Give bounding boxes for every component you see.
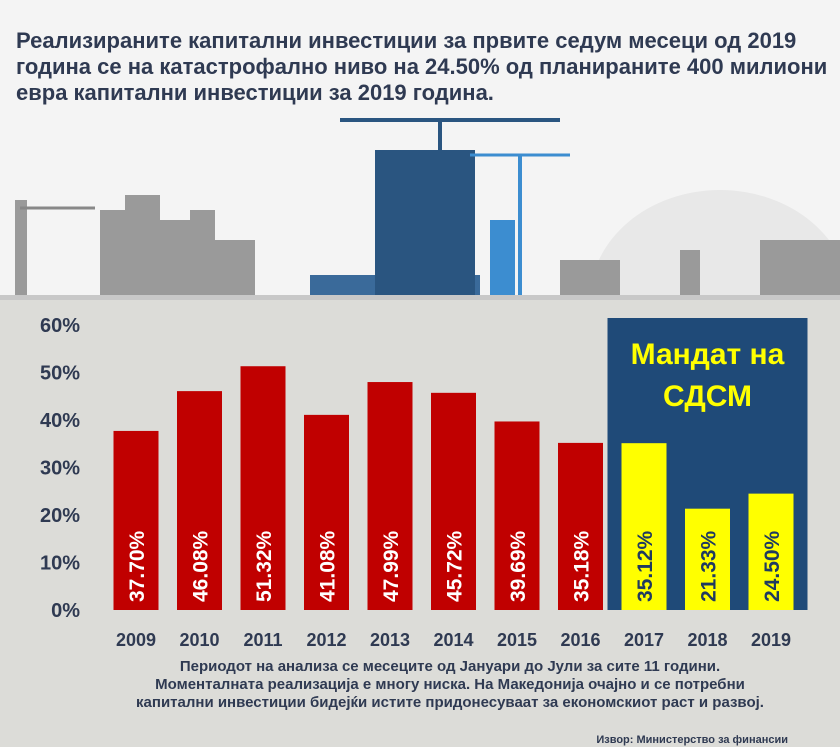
data-label: 35.18% (571, 530, 594, 602)
bar-chart: Мандат на СДСМ 0% 10% 20% 30% 40% 50% 60% 37.70% 2… (40, 315, 808, 650)
y-tick-label: 10% (40, 553, 80, 575)
x-tick-label: 2012 (306, 630, 346, 650)
footnote-line: Периодот на анализа се месеците од Јануа… (179, 658, 721, 675)
y-tick-label: 40% (40, 410, 80, 432)
data-label: 51.32% (253, 530, 276, 602)
y-tick-label: 60% (40, 315, 80, 337)
highlight-label: Мандат на (631, 338, 785, 371)
data-label: 47.99% (380, 530, 403, 602)
x-tick-label: 2018 (687, 630, 727, 650)
data-label: 39.69% (507, 530, 530, 602)
bar-2009 (113, 430, 159, 610)
x-tick-label: 2013 (370, 630, 410, 650)
y-tick-label: 30% (40, 458, 80, 480)
bar-2011 (240, 366, 286, 610)
bar-2015 (494, 421, 540, 610)
data-label: 45.72% (444, 530, 467, 602)
headline: Реализираните капитални инвестиции за пр… (16, 28, 828, 105)
bar-2010 (177, 391, 222, 610)
bar-2019 (748, 493, 794, 610)
x-tick-label: 2019 (751, 630, 791, 650)
data-label: 41.08% (317, 530, 340, 602)
bar-2012 (304, 414, 349, 610)
bar-2016 (558, 442, 603, 610)
y-tick-label: 0% (51, 600, 80, 622)
x-tick-label: 2009 (116, 630, 156, 650)
footnote-line: капитални инвестиции бидејќи истите прид… (136, 694, 764, 711)
x-tick-label: 2017 (624, 630, 664, 650)
data-label: 21.33% (698, 530, 721, 602)
data-label: 46.08% (190, 530, 213, 602)
x-tick-label: 2016 (560, 630, 600, 650)
data-label: 37.70% (126, 530, 149, 602)
x-tick-label: 2015 (497, 630, 537, 650)
footnote: Периодот на анализа се месеците од Јануа… (0, 658, 840, 712)
bar-2013 (367, 382, 413, 610)
y-tick-label: 50% (40, 363, 80, 385)
data-label: 35.12% (634, 530, 657, 602)
highlight-label: СДСМ (663, 380, 752, 413)
x-tick-label: 2010 (179, 630, 219, 650)
x-tick-label: 2011 (243, 630, 282, 650)
footnote-line: Моменталната реализација е многу ниска. … (155, 676, 745, 693)
bar-2017 (621, 443, 667, 610)
y-tick-label: 20% (40, 505, 80, 527)
x-tick-label: 2014 (433, 630, 473, 650)
data-label: 24.50% (761, 530, 784, 602)
bar-2018 (685, 508, 730, 610)
source-label: Извор: Министерство за финансии (596, 734, 788, 746)
bar-2014 (431, 392, 476, 610)
